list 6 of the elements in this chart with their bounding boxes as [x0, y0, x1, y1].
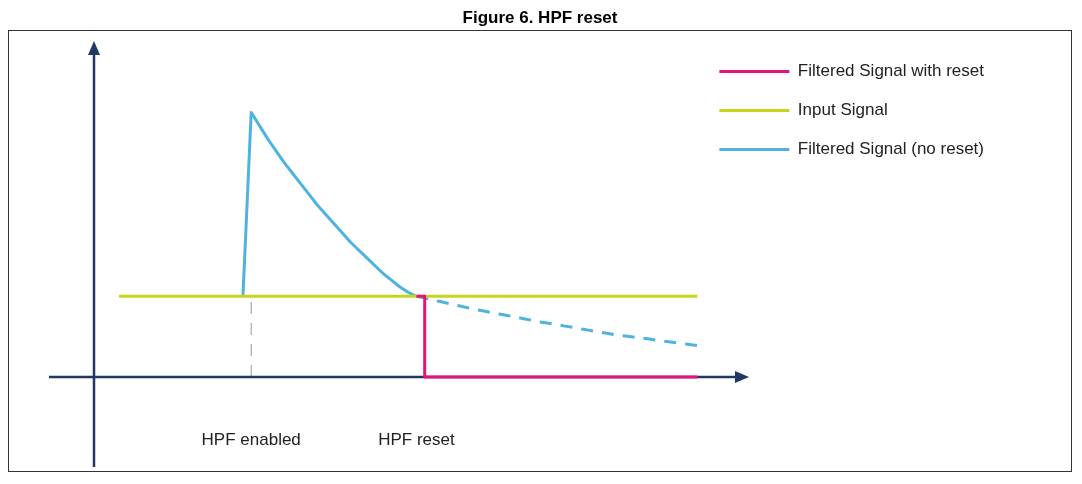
- x-tick-label: HPF enabled: [201, 430, 301, 450]
- chart-title: Figure 6. HPF reset: [461, 8, 619, 29]
- x-tick-label: HPF reset: [378, 430, 455, 450]
- legend-label: Filtered Signal (no reset): [797, 139, 984, 159]
- legend-label: Filtered Signal with reset: [797, 61, 985, 81]
- legend-label: Input Signal: [797, 100, 888, 120]
